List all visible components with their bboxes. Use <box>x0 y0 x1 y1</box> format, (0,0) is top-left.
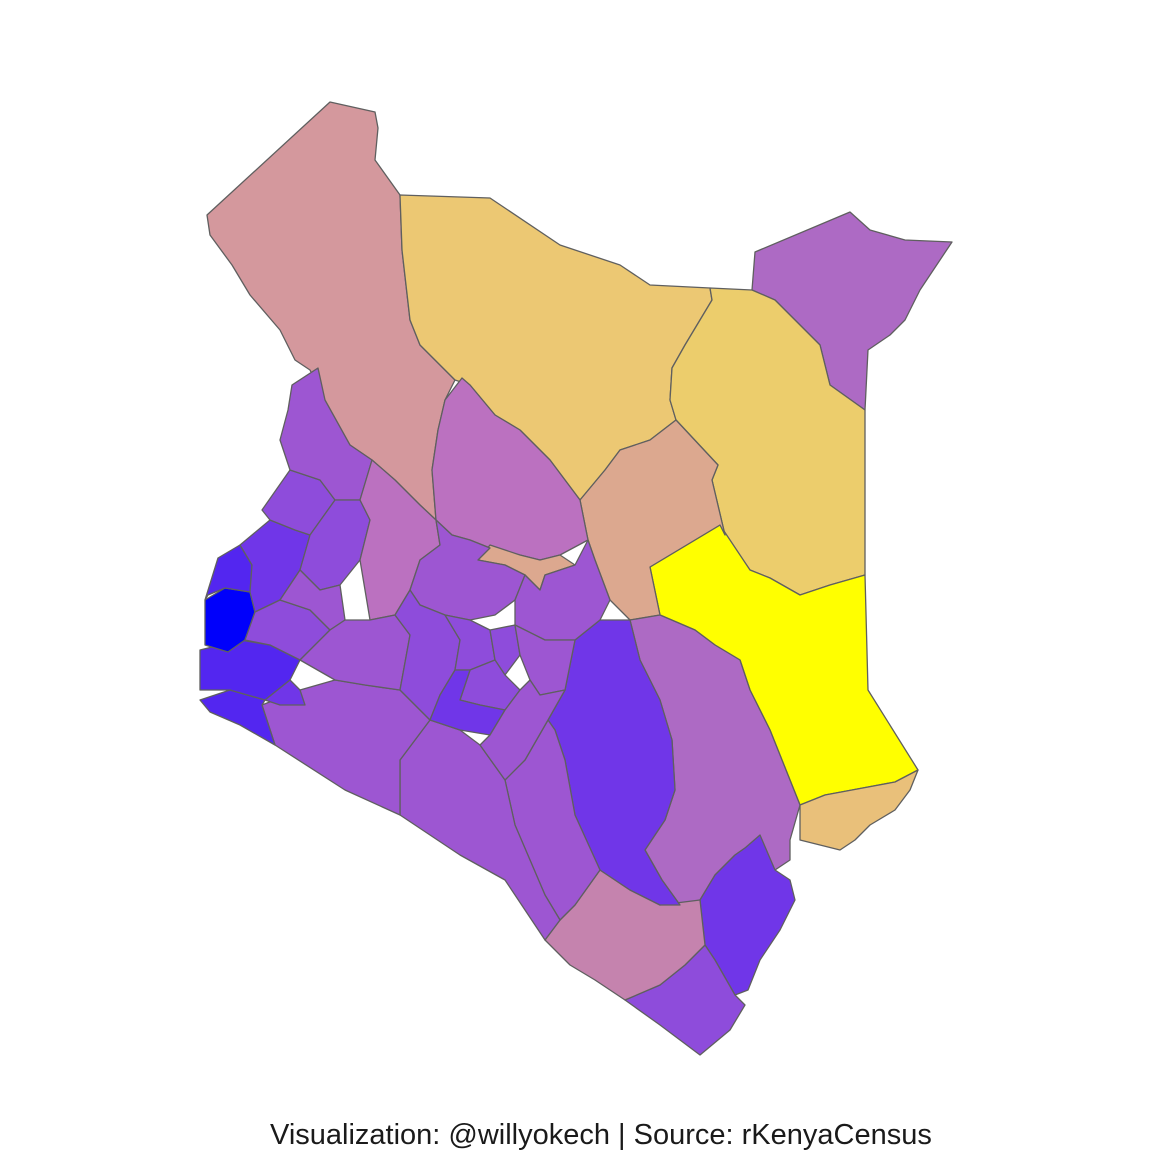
county-laikipia <box>409 519 526 621</box>
county-machakos <box>479 679 566 781</box>
source-caption: Visualization: @willyokech | Source: rKe… <box>270 1119 932 1151</box>
county-kiambu <box>429 669 506 736</box>
county-lamu <box>799 769 919 851</box>
county-kajiado <box>399 719 561 941</box>
county-kisii <box>264 679 306 706</box>
county-nyeri <box>489 624 521 676</box>
